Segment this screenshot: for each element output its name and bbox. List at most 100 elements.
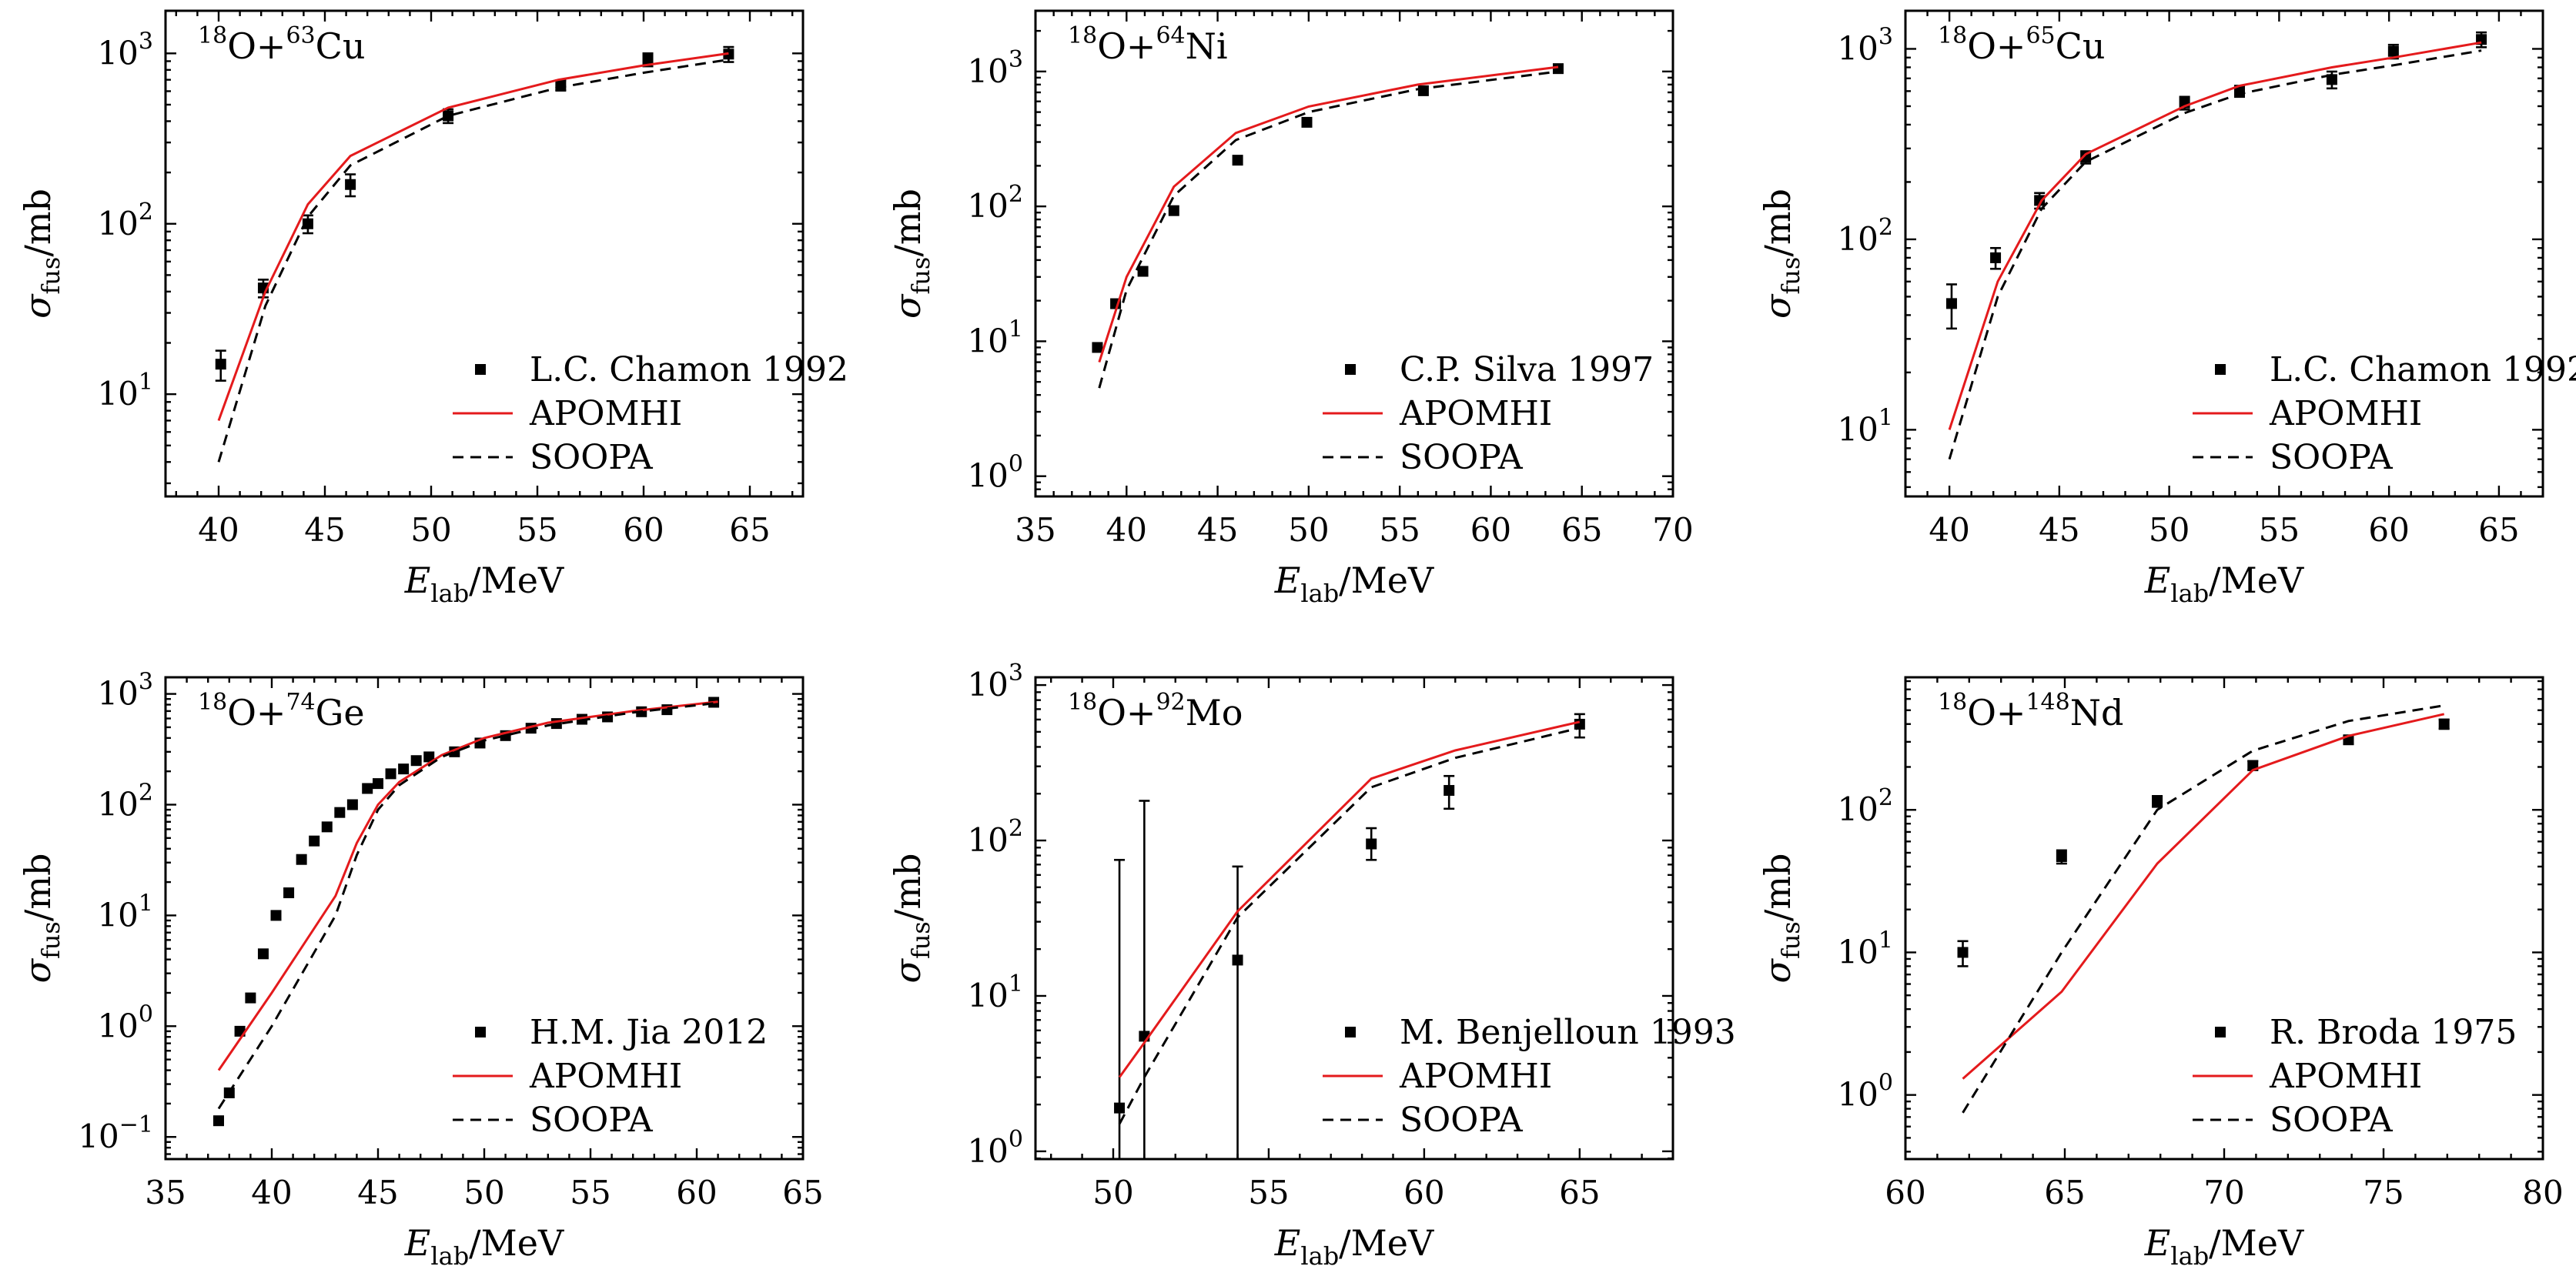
data-point: [215, 359, 226, 370]
x-tick-label: 45: [2039, 511, 2079, 549]
legend-marker: [475, 364, 486, 375]
x-tick-label: 55: [570, 1174, 611, 1211]
legend-label: SOOPA: [530, 438, 654, 477]
x-tick-label: 35: [145, 1174, 186, 1211]
x-axis-label: Elab/MeV: [1274, 560, 1434, 608]
legend-label: C.P. Silva 1997: [1400, 350, 1654, 389]
data-point: [1301, 116, 1313, 128]
x-tick-label: 55: [1379, 511, 1420, 549]
x-tick-label: 40: [1106, 511, 1147, 549]
y-tick-label: 100: [97, 1001, 153, 1044]
legend-label: APOMHI: [529, 1057, 682, 1096]
legend-marker: [2215, 1027, 2226, 1037]
x-tick-label: 40: [198, 511, 239, 549]
y-axis-label: σfus/mb: [17, 854, 65, 984]
legend-label: APOMHI: [1399, 394, 1552, 433]
y-tick-label: 100: [1837, 1070, 1893, 1114]
data-point: [2034, 195, 2046, 206]
data-point: [1137, 266, 1149, 277]
x-tick-label: 55: [517, 511, 557, 549]
x-axis-label: Elab/MeV: [2144, 560, 2304, 608]
plot-frame: [1904, 9, 2544, 498]
panel-5: 50 55 60 65 100 101 102 103 Elab/MeV σfus/mb 18O+9…: [887, 660, 1736, 1271]
data-point: [1168, 205, 1179, 216]
panel-6: 60 65 70 75 80 100 101 102 Elab/MeV σfus/mb 18O+14…: [1757, 676, 2564, 1271]
y-tick-label: 102: [967, 815, 1023, 859]
soopa-curve: [1962, 704, 2444, 1114]
plot-frame: [164, 9, 805, 498]
x-tick-label: 65: [2478, 511, 2519, 549]
data-point: [283, 887, 295, 899]
x-tick-label: 75: [2363, 1174, 2404, 1211]
legend-label: APOMHI: [2269, 1057, 2422, 1096]
y-axis-label: σfus/mb: [887, 189, 935, 319]
x-tick-label: 65: [2044, 1174, 2085, 1211]
data-point: [334, 807, 346, 818]
y-tick-label: 101: [967, 971, 1023, 1014]
y-tick-label: 10−1: [78, 1111, 153, 1155]
panel-title: 18O+63Cu: [198, 22, 365, 67]
x-tick-label: 65: [782, 1174, 823, 1211]
data-point: [373, 778, 383, 790]
y-tick-label: 101: [97, 369, 153, 413]
legend-label: M. Benjelloun 1993: [1400, 1013, 1736, 1052]
x-axis-label: Elab/MeV: [404, 560, 564, 608]
legend-label: APOMHI: [2269, 394, 2422, 433]
data-point: [362, 783, 373, 794]
x-tick-label: 50: [1288, 511, 1329, 549]
data-point: [296, 854, 307, 865]
data-point: [2438, 718, 2450, 730]
legend-label: SOOPA: [2270, 1101, 2394, 1140]
data-point: [2056, 850, 2067, 862]
soopa-curve: [1098, 70, 1559, 389]
y-tick-label: 103: [97, 669, 153, 713]
soopa-curve: [1948, 49, 2482, 460]
data-point: [245, 992, 256, 1004]
panel-title: 18O+92Mo: [1068, 689, 1243, 733]
x-tick-label: 40: [251, 1174, 292, 1211]
legend-label: R. Broda 1975: [2270, 1013, 2517, 1052]
data-point: [1444, 784, 1455, 796]
x-tick-label: 45: [357, 1174, 398, 1211]
soopa-curve: [217, 701, 718, 1110]
legend: R. Broda 1975 APOMHI SOOPA: [2193, 1013, 2517, 1140]
x-tick-label: 50: [2149, 511, 2190, 549]
data-point: [1990, 252, 2002, 263]
data-point: [410, 755, 422, 767]
y-tick-label: 102: [97, 199, 153, 242]
panel-3: 40 45 50 55 60 65 101 102 103 Elab/MeV σfus/mb 18O+…: [1757, 9, 2576, 608]
x-tick-label: 70: [2203, 1174, 2244, 1211]
x-tick-label: 45: [304, 511, 345, 549]
apomhi-curve: [217, 52, 729, 422]
soopa-curve: [217, 58, 729, 463]
x-axis-label: Elab/MeV: [2144, 1222, 2304, 1271]
x-tick-label: 65: [1559, 1174, 1600, 1211]
panel-title: 18O+64Ni: [1068, 22, 1228, 67]
panel-title: 18O+148Nd: [1938, 689, 2123, 733]
legend-label: H.M. Jia 2012: [530, 1013, 768, 1052]
x-tick-label: 50: [410, 511, 451, 549]
y-tick-label: 102: [1837, 214, 1893, 258]
legend-label: SOOPA: [530, 1101, 654, 1140]
plot-frame: [164, 676, 805, 1161]
x-tick-label: 55: [2259, 511, 2300, 549]
y-tick-label: 102: [1837, 784, 1893, 828]
data-point: [2152, 796, 2163, 807]
x-tick-label: 60: [623, 511, 664, 549]
data-point: [321, 821, 333, 833]
apomhi-curve: [1948, 41, 2482, 430]
data-point: [642, 54, 654, 65]
data-point: [1366, 838, 1377, 850]
data-point: [385, 768, 396, 780]
x-tick-label: 40: [1929, 511, 1969, 549]
y-tick-label: 103: [97, 28, 153, 72]
legend-marker: [1345, 364, 1356, 375]
panel-title: 18O+74Ge: [198, 689, 365, 733]
y-tick-label: 101: [97, 890, 153, 934]
data-point: [1232, 954, 1243, 966]
y-tick-label: 100: [967, 1126, 1023, 1170]
data-point: [2326, 74, 2337, 85]
x-tick-label: 60: [1470, 511, 1511, 549]
x-tick-label: 60: [2368, 511, 2409, 549]
